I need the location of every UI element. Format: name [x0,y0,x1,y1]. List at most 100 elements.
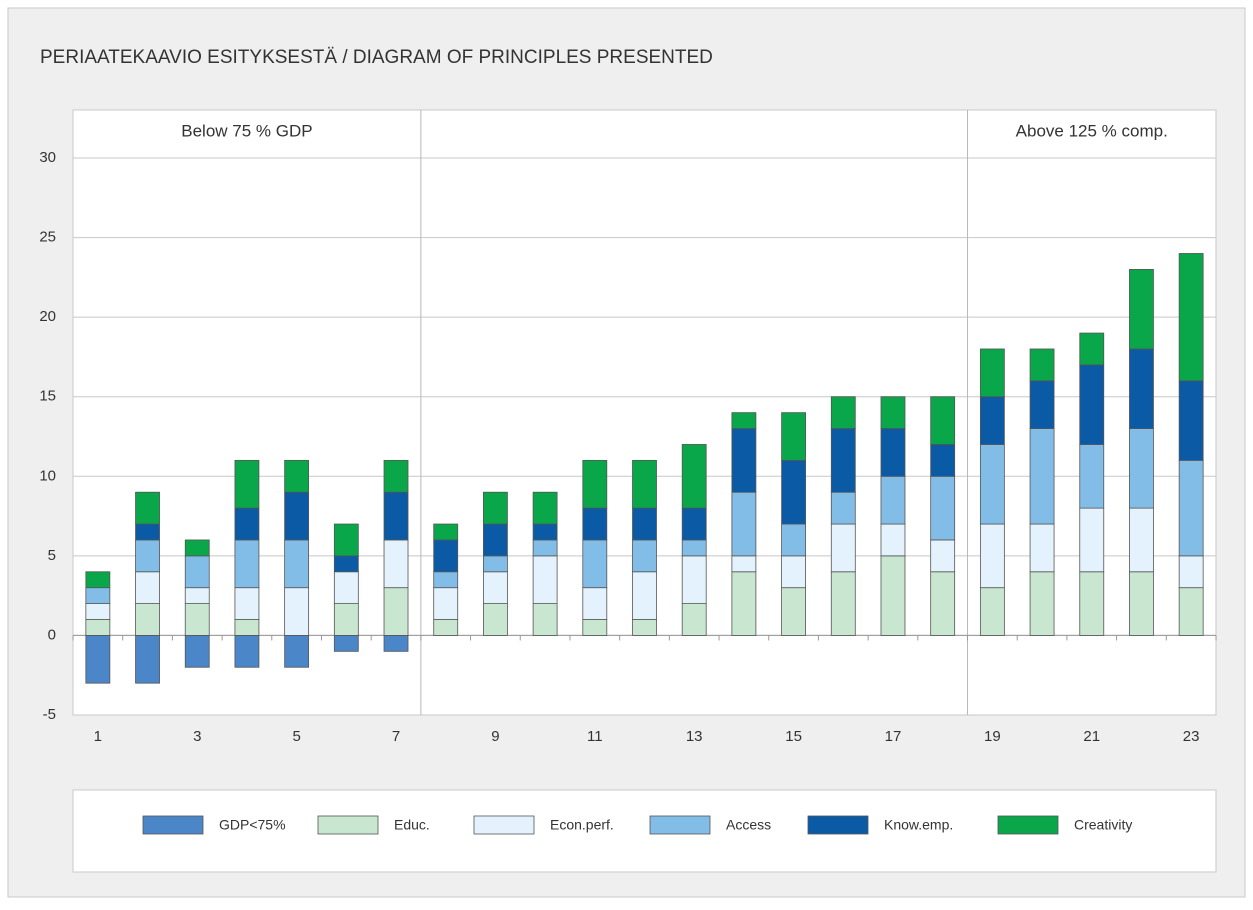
bar-segment [880,475,906,525]
y-tick-label: 0 [48,626,56,643]
bar-segment [930,444,956,477]
bar-segment [880,428,906,477]
bar-segment [731,491,757,557]
x-tick-label: 3 [193,728,201,745]
bar-segment [85,603,111,620]
bar-segment [184,635,210,668]
bar-segment [1029,428,1055,525]
bar-segment [532,491,558,525]
bar-segment [1129,348,1154,429]
bar-segment [135,571,160,604]
bar-segment [284,491,310,541]
bar-segment [433,571,459,589]
y-tick-label: 10 [39,467,56,484]
bar-segment [333,571,359,604]
y-tick-label: 30 [39,149,56,166]
bar-segment [184,603,210,636]
bar-segment [781,523,806,557]
bar-segment [135,491,160,525]
legend-label: Know.emp. [884,817,953,833]
bar-segment [979,523,1005,589]
bar-segment [184,539,210,557]
bar-segment [234,635,260,668]
bar-segment [681,603,707,636]
section-label: Below 75 % GDP [181,121,312,140]
bar-segment [1029,523,1055,573]
bar-segment [483,555,508,573]
bar-segment [85,635,111,684]
bar-segment [234,507,260,541]
bar-segment [979,348,1005,398]
bar-segment [830,523,856,573]
bar-segment [284,587,310,636]
y-tick-label: -5 [43,706,56,723]
bar-segment [830,428,856,493]
bar-segment [85,571,111,589]
bar-segment [880,396,906,429]
x-tick-label: 1 [94,728,102,745]
bar-segment [731,571,757,636]
bar-segment [433,523,459,541]
x-tick-label: 17 [885,728,902,745]
bar-segment [333,635,359,652]
legend-label: Econ.perf. [550,817,614,833]
legend-swatch [142,815,204,835]
bar-segment [632,619,657,636]
legend-swatch [317,815,379,835]
bar-segment [930,396,956,445]
x-tick-label: 15 [785,728,802,745]
section-label: Above 125 % comp. [1016,121,1168,140]
bar-segment [532,603,558,636]
x-tick-label: 13 [686,728,703,745]
bar-segment [184,587,210,605]
x-tick-label: 5 [292,728,300,745]
bar-segment [135,523,160,541]
bar-segment [532,555,558,604]
legend-swatch [807,815,869,835]
bar-segment [1029,348,1055,382]
bar-segment [632,571,657,620]
bar-segment [582,539,608,589]
bar-segment [1079,364,1105,445]
bar-segment [532,539,558,557]
bar-segment [979,396,1005,445]
bar-segment [333,555,359,573]
bar-segment [830,396,856,429]
bar-segment [333,603,359,636]
bar-segment [880,555,906,636]
y-tick-label: 25 [39,229,56,246]
bar-segment [632,507,657,541]
bar-segment [383,587,409,636]
bar-segment [781,412,806,461]
bar-segment [681,507,707,541]
bar-segment [234,539,260,589]
bar-segment [433,587,459,620]
bar-segment [582,587,608,620]
x-tick-label: 9 [491,728,499,745]
bar-segment [135,539,160,573]
bar-segment [532,523,558,541]
bar-segment [483,571,508,604]
bar-segment [731,555,757,573]
bar-segment [781,459,806,525]
bar-segment [284,635,310,668]
legend-swatch [473,815,535,835]
legend-swatch [997,815,1059,835]
bar-segment [1178,459,1204,557]
legend-label: Educ. [394,817,430,833]
bar-segment [1079,571,1105,636]
y-tick-label: 5 [48,547,56,564]
bar-segment [135,603,160,636]
x-tick-label: 21 [1083,728,1100,745]
bar-segment [333,523,359,557]
bar-segment [930,571,956,636]
bar-segment [582,507,608,541]
y-tick-label: 20 [39,308,56,325]
bar-segment [383,459,409,493]
bar-segment [1129,268,1154,350]
bar-segment [681,555,707,604]
bar-segment [234,459,260,509]
legend-label: Creativity [1074,817,1132,833]
bar-segment [1029,380,1055,429]
bar-segment [234,587,260,620]
